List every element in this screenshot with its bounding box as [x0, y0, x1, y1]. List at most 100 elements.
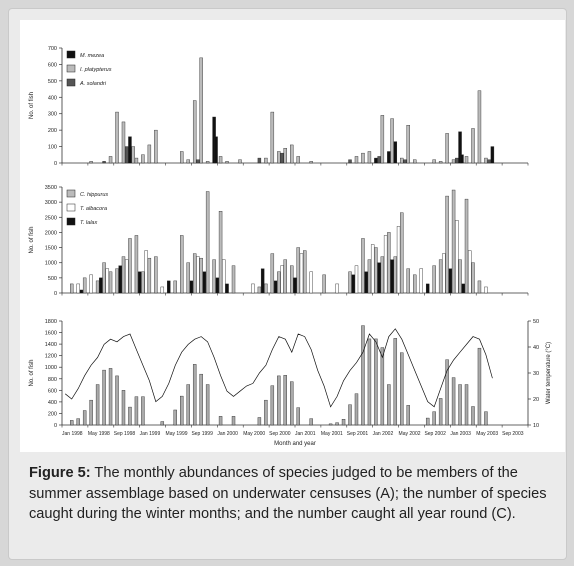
- panel-b-bar: [387, 232, 391, 294]
- caption-text: The monthly abundances of species judged…: [29, 465, 547, 522]
- panel-a-bar: [484, 157, 488, 164]
- legend-swatch: [66, 189, 76, 198]
- panel-a-bar: [380, 115, 385, 164]
- panel-c-bar: [264, 399, 268, 426]
- panel-b-bar: [70, 283, 74, 294]
- panel-b-bar: [225, 283, 229, 294]
- panel-c-bar: [231, 416, 236, 426]
- panel-c-bar: [290, 381, 294, 426]
- panel-b-bar: [180, 235, 184, 294]
- panel-c-bar: [218, 416, 223, 426]
- panel-b-bar: [461, 283, 465, 294]
- panel-c-bar: [367, 338, 372, 426]
- panel-a-bar: [108, 156, 113, 164]
- panel-b-bar: [205, 191, 210, 294]
- legend-label: A. solandri: [79, 81, 107, 87]
- legend-label: C. hippurus: [80, 192, 108, 198]
- panel-c-right-tick-label: 50: [533, 319, 539, 325]
- panel-b-bar: [218, 211, 223, 294]
- panel-b-bar: [293, 277, 297, 294]
- panel-b-bar: [432, 265, 436, 294]
- panel-a-bar: [400, 157, 404, 164]
- panel-c-bar: [270, 385, 275, 426]
- panel-c-bar: [283, 375, 287, 426]
- panel-a-bar: [154, 129, 158, 164]
- panel-a-bar: [199, 57, 203, 164]
- panel-a-y-label: No. of fish: [29, 92, 35, 119]
- panel-b-bar: [383, 235, 388, 294]
- panel-a-bar: [257, 157, 262, 164]
- panel-b-y-tick-label: 3500: [45, 185, 57, 191]
- panel-c-bar: [477, 347, 482, 426]
- panel-b-bar: [173, 280, 177, 294]
- panel-c-y-tick-label: 200: [48, 411, 57, 417]
- panel-c-right-tick-label: 10: [533, 423, 539, 429]
- panel-b-bar: [118, 265, 122, 294]
- panel-b-bar: [445, 195, 449, 294]
- panel-b-bar: [393, 256, 398, 294]
- panel-a-bar: [393, 141, 398, 164]
- panel-a-bar: [413, 159, 417, 164]
- panel-b-bar: [425, 283, 430, 294]
- panel-b-bar: [406, 268, 410, 294]
- panel-a-bar: [432, 159, 436, 164]
- panel-a-bar: [464, 156, 469, 164]
- panel-a-bar: [367, 151, 372, 164]
- panel-b-bar: [374, 247, 378, 294]
- panel-b-bar: [309, 271, 313, 294]
- panel-c-bar: [445, 359, 449, 426]
- panel-b-bar: [442, 253, 446, 294]
- caption-label: Figure 5:: [29, 465, 91, 481]
- panel-c-bar: [95, 384, 100, 426]
- panel-b-bar: [448, 268, 453, 294]
- panel-a-bar: [458, 131, 462, 164]
- panel-a-y-tick-label: 700: [48, 46, 57, 52]
- panel-b-bar: [270, 253, 275, 294]
- panel-a-y-tick-label: 0: [54, 161, 57, 167]
- panel-b-y-tick-label: 3000: [45, 200, 57, 206]
- panel-b-bar: [108, 271, 113, 294]
- panel-c-bar: [277, 375, 281, 426]
- panel-c-x-tick-label: Jan 2003: [450, 431, 471, 437]
- panel-a-bar: [277, 151, 281, 164]
- panel-c-bar: [82, 410, 87, 426]
- panel-c-x-tick-label: May 2000: [243, 431, 265, 437]
- panel-c-bar: [108, 368, 113, 426]
- panel-b-bar: [147, 257, 152, 294]
- panel-a-bar: [403, 159, 407, 164]
- panel-b-bar: [115, 268, 119, 294]
- panel-c-bar: [471, 406, 475, 426]
- panel-b-bar: [370, 244, 375, 294]
- panel-a-bar: [283, 148, 287, 164]
- panel-a-bar: [192, 100, 197, 164]
- panel-a-bar: [406, 125, 410, 164]
- panel-b-bar: [380, 256, 385, 294]
- panel-a-bar: [186, 159, 190, 164]
- panel-b-y-label: No. of fish: [29, 226, 35, 253]
- panel-a-bar: [471, 128, 475, 164]
- panel-c-bar: [186, 384, 190, 426]
- panel-c-bar: [309, 418, 313, 426]
- panel-c-right-tick-label: 20: [533, 397, 539, 403]
- panel-a-bar: [290, 144, 294, 164]
- panel-c-x-tick-label: Jan 2002: [373, 431, 394, 437]
- panel-b-bar: [154, 256, 158, 294]
- panel-b-y-tick-label: 2000: [45, 230, 57, 236]
- panel-c-x-tick-label: Sep 2002: [424, 431, 446, 437]
- panel-c-bar: [76, 418, 80, 426]
- legend-label: M. mezea: [80, 53, 104, 59]
- panel-b-bar: [186, 262, 190, 294]
- panel-c-bar: [121, 390, 126, 426]
- panel-b-bar: [95, 280, 100, 294]
- panel-c-bar: [199, 373, 203, 426]
- panel-a-bar: [280, 152, 284, 164]
- panel-a-y-tick-label: 200: [48, 128, 57, 134]
- panel-a-bar: [387, 151, 391, 164]
- panel-b-y-tick-label: 0: [54, 291, 57, 297]
- panel-c-x-tick-label: Jan 1999: [140, 431, 161, 437]
- panel-c-bar: [361, 325, 365, 426]
- panel-c-bar: [464, 384, 469, 426]
- panel-b-bar: [361, 238, 365, 294]
- panel-c-bar: [348, 404, 352, 426]
- panel-c-bar: [432, 411, 436, 426]
